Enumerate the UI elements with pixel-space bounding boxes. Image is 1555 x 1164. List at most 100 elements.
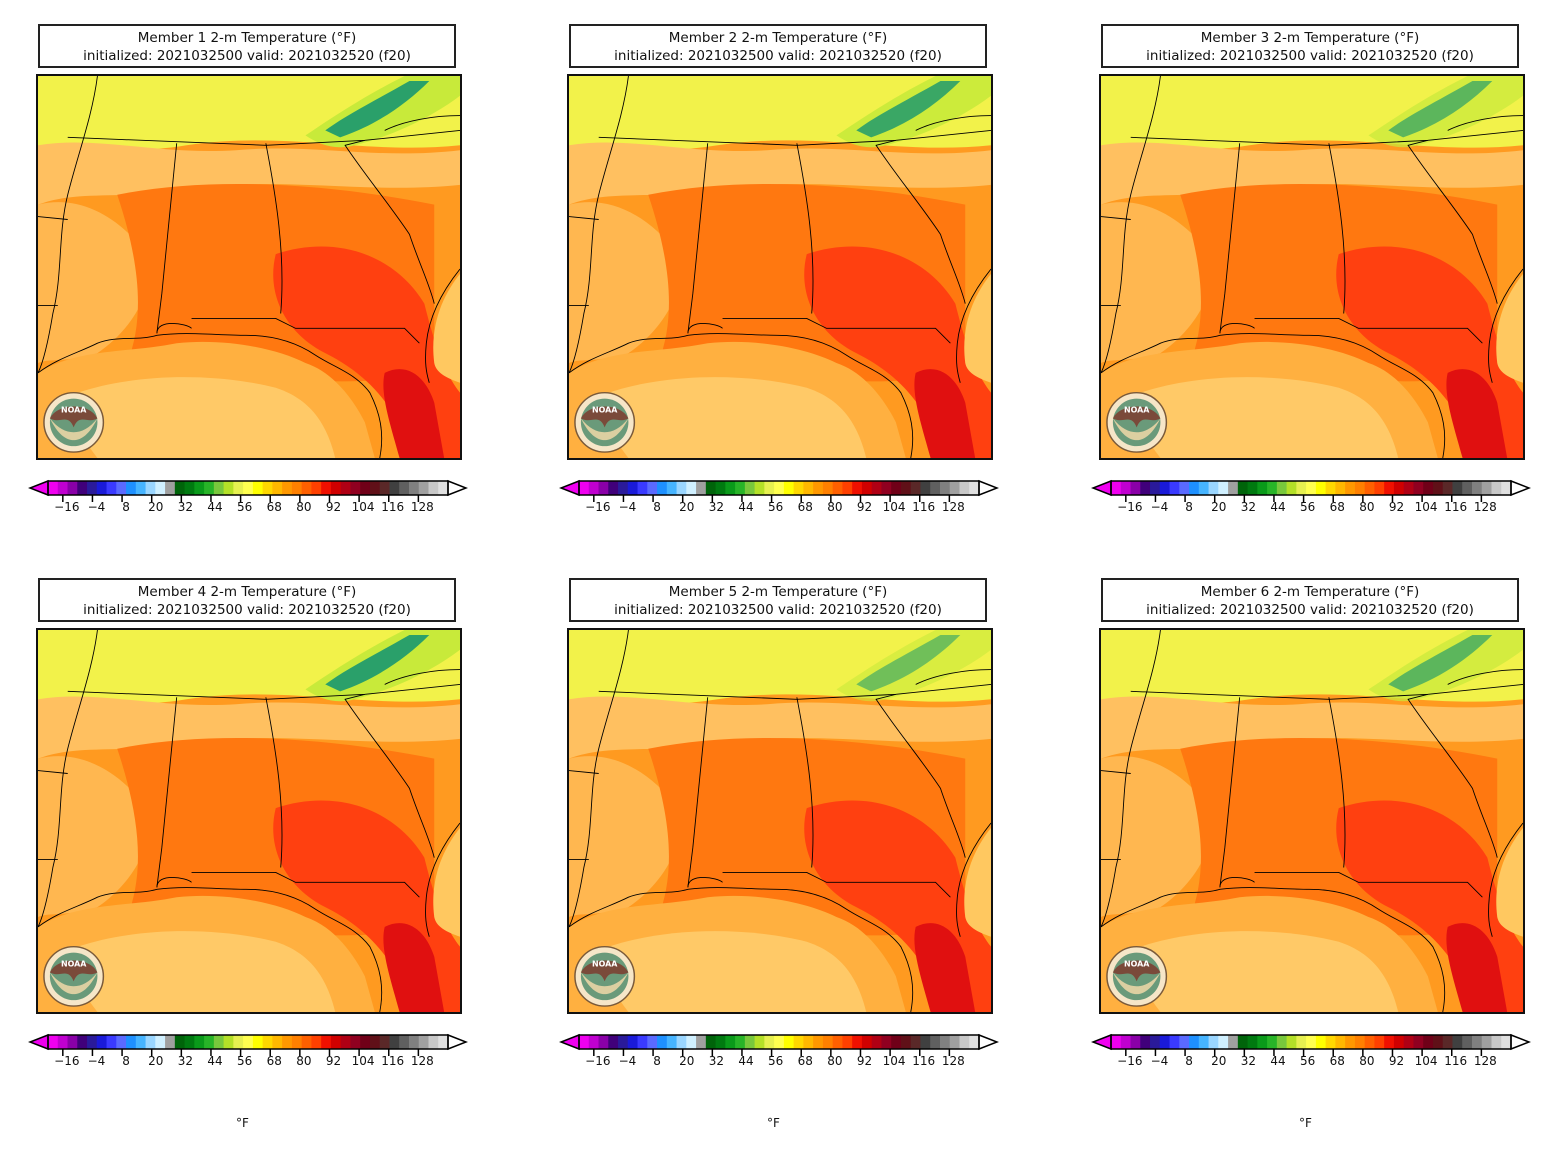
colorbar-segment [852, 481, 863, 495]
colorbar-segment [174, 481, 186, 495]
colorbar-segment [204, 481, 215, 495]
gulf-light-zone [604, 377, 867, 458]
colorbar-segment [1169, 1035, 1180, 1049]
map-frame: NOAA [567, 628, 993, 1014]
state-border [1219, 876, 1255, 888]
colorbar-extend-low [1090, 479, 1112, 497]
colorbar-segment [920, 481, 931, 495]
colorbar-segment [184, 481, 195, 495]
colorbar-segment [1130, 481, 1141, 495]
colorbar-segment [871, 1035, 882, 1049]
colorbar-segment [77, 481, 88, 495]
panel-title-box: Member 2 2-m Temperature (°F) initialized… [569, 24, 987, 68]
atlantic-ocean [964, 827, 991, 937]
temperature-map: NOAA [1101, 630, 1523, 1012]
colorbar-segment [1393, 1035, 1405, 1049]
ensemble-member-panel: Member 6 2-m Temperature (°F) initialized… [1090, 578, 1555, 1138]
colorbar-segment [1228, 1035, 1239, 1049]
state-border [1447, 669, 1523, 685]
colorbar-segment [126, 1035, 137, 1049]
state-border [569, 770, 599, 774]
colorbar-segment [774, 481, 785, 495]
colorbar-segment [783, 481, 795, 495]
state-border [384, 669, 460, 685]
state-border [38, 76, 98, 374]
colorbar-tick-label: 116 [912, 1054, 936, 1068]
panel-title-box: Member 6 2-m Temperature (°F) initialized… [1101, 578, 1519, 622]
temperature-map: NOAA [38, 76, 460, 458]
colorbar-segment [57, 481, 69, 495]
colorbar-segment [774, 1035, 785, 1049]
colorbar-segment [1257, 1035, 1268, 1049]
colorbar-segment [910, 481, 921, 495]
colorbar-segment [949, 481, 960, 495]
colorbar-segment [1150, 481, 1161, 495]
colorbar-segment [618, 1035, 629, 1049]
state-border [569, 630, 629, 928]
colorbar-segment [223, 481, 234, 495]
colorbar-segment [1442, 481, 1453, 495]
colorbar [1090, 1033, 1532, 1056]
colorbar-segment [705, 481, 717, 495]
colorbar-tick-label: 20 [679, 1054, 695, 1068]
atlantic-coastline [956, 822, 991, 937]
colorbar-segment [213, 1035, 225, 1049]
panel-title: Member 4 2-m Temperature (°F) [137, 584, 357, 600]
colorbar-tick-label: 32 [1240, 500, 1256, 514]
colorbar-segment [233, 1035, 244, 1049]
colorbar-tick-label: 68 [1329, 500, 1345, 514]
atlantic-ocean [964, 273, 991, 383]
colorbar-segment [223, 1035, 234, 1049]
colorbar-tick-label: 20 [679, 500, 695, 514]
colorbar-segment [1462, 481, 1473, 495]
colorbar-segment [1491, 1035, 1502, 1049]
colorbar-extend-low [1090, 1033, 1112, 1051]
colorbar-segment [360, 1035, 371, 1049]
colorbar-segment [627, 481, 639, 495]
colorbar-segment [1208, 481, 1219, 495]
colorbar-segment [399, 481, 410, 495]
colorbar-tick-label: −16 [54, 500, 80, 514]
gulf-light-zone [1136, 931, 1399, 1012]
colorbar-tick-label: 128 [941, 500, 965, 514]
colorbar-tick-label: 44 [1270, 500, 1286, 514]
colorbar-segment [1228, 481, 1239, 495]
colorbar [1090, 479, 1532, 502]
colorbar-segment [783, 1035, 795, 1049]
state-border [1130, 129, 1523, 146]
state-border [1254, 318, 1483, 344]
colorbar-segment [96, 1035, 108, 1049]
colorbar [558, 1033, 1000, 1056]
colorbar-tick-label: 44 [738, 500, 754, 514]
colorbar-segment [145, 481, 156, 495]
state-border [1101, 216, 1131, 220]
colorbar-extend-high [447, 479, 469, 497]
noaa-logo-text: NOAA [1124, 959, 1150, 968]
colorbar-segment [930, 481, 941, 495]
colorbar-tick-label: −4 [618, 1054, 637, 1068]
transition-band [1101, 696, 1523, 759]
colorbar-tick-label: 92 [1388, 500, 1405, 514]
colorbar-segment [87, 481, 98, 495]
colorbar-tick-label: −4 [618, 500, 637, 514]
colorbar-tick-label: 68 [797, 1054, 813, 1068]
noaa-logo: NOAA [43, 945, 105, 1007]
colorbar-tick-label: 104 [1414, 500, 1438, 514]
atlantic-coastline [425, 268, 460, 383]
florida-hot-zone [1446, 923, 1508, 1012]
noaa-logo: NOAA [1106, 945, 1168, 1007]
gulf-light-zone [1136, 377, 1399, 458]
colorbar-segment [340, 1035, 351, 1049]
noaa-logo-text: NOAA [61, 405, 87, 414]
colorbar-segment [155, 481, 166, 495]
florida-hot-zone [383, 923, 445, 1012]
colorbar-segment [243, 1035, 254, 1049]
colorbar-segment [1286, 1035, 1297, 1049]
colorbar-segment [1296, 1035, 1307, 1049]
colorbar-segment [598, 1035, 609, 1049]
colorbar-tick-label: 20 [148, 1054, 164, 1068]
colorbar-outline [47, 1034, 449, 1050]
colorbar-extend-high [978, 1033, 1000, 1051]
map-frame: NOAA [567, 74, 993, 460]
florida-hot-zone [383, 369, 445, 458]
